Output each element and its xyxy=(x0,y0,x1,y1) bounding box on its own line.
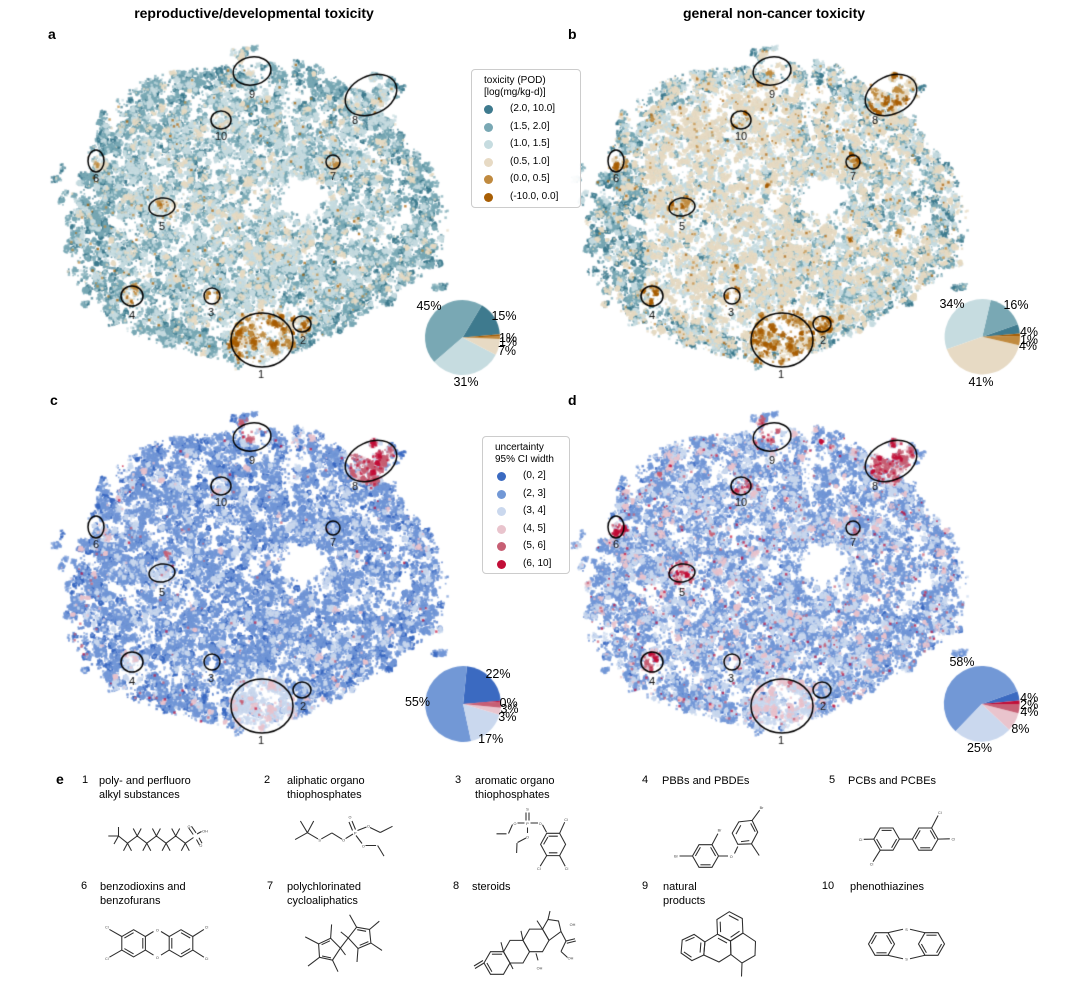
svg-text:O: O xyxy=(514,822,517,826)
svg-text:P: P xyxy=(354,831,357,836)
svg-text:S: S xyxy=(905,928,908,932)
svg-text:Br: Br xyxy=(760,806,765,810)
svg-text:O: O xyxy=(342,837,345,842)
svg-text:O: O xyxy=(362,844,365,848)
svg-text:Cl: Cl xyxy=(938,811,942,815)
svg-text:OH: OH xyxy=(537,967,543,971)
svg-text:Br: Br xyxy=(674,855,679,859)
svg-text:O: O xyxy=(730,855,733,859)
svg-text:Cl: Cl xyxy=(205,926,209,930)
svg-text:O: O xyxy=(199,844,202,848)
svg-text:OH: OH xyxy=(202,830,208,834)
svg-text:Cl: Cl xyxy=(870,863,874,867)
svg-text:O: O xyxy=(539,822,542,826)
svg-text:OH: OH xyxy=(568,957,574,961)
svg-text:Cl: Cl xyxy=(105,957,109,961)
svg-text:Cl: Cl xyxy=(565,867,569,871)
svg-text:Cl: Cl xyxy=(564,818,568,822)
svg-text:O: O xyxy=(188,825,191,829)
svg-text:O: O xyxy=(367,824,370,828)
svg-text:Br: Br xyxy=(718,829,723,833)
svg-text:O: O xyxy=(156,928,159,932)
svg-text:S: S xyxy=(905,958,908,962)
svg-text:O: O xyxy=(526,836,529,840)
svg-text:Cl: Cl xyxy=(537,867,541,871)
svg-text:O: O xyxy=(156,956,159,960)
svg-text:O: O xyxy=(349,816,352,820)
svg-text:Cl: Cl xyxy=(859,838,863,842)
svg-text:Cl: Cl xyxy=(105,926,109,930)
svg-text:OH: OH xyxy=(570,923,576,927)
svg-text:Cl: Cl xyxy=(952,838,956,842)
svg-text:S: S xyxy=(526,807,529,812)
svg-text:S: S xyxy=(318,837,321,842)
svg-text:P: P xyxy=(526,821,529,826)
svg-text:Cl: Cl xyxy=(205,957,209,961)
